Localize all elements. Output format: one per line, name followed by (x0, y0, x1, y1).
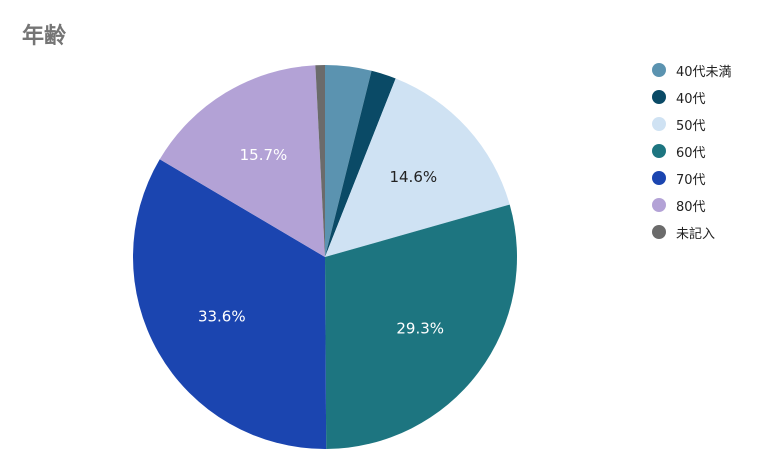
legend-label: 60代 (676, 145, 706, 161)
legend-label: 70代 (676, 172, 706, 188)
slice-data-label-2: 14.6% (389, 168, 437, 186)
legend-swatch (652, 63, 666, 77)
legend-label: 80代 (676, 199, 706, 215)
legend-item: 40代未満 (652, 62, 732, 80)
chart-title: 年齢 (22, 24, 67, 49)
legend-label: 40代 (676, 91, 706, 107)
legend-swatch (652, 117, 666, 131)
legend-label: 未記入 (676, 226, 716, 242)
pie-slice-2 (325, 78, 510, 258)
legend-item: 40代 (652, 89, 732, 107)
legend-item: 70代 (652, 170, 732, 188)
legend-item: 60代 (652, 143, 732, 161)
pie-slice-5 (159, 65, 325, 257)
slice-data-label-3: 29.3% (396, 319, 444, 337)
legend-item: 80代 (652, 197, 732, 215)
pie-slice-4 (133, 159, 327, 450)
legend-swatch (652, 225, 666, 239)
pie-slice-3 (325, 204, 517, 449)
legend-item: 50代 (652, 116, 732, 134)
slice-data-label-4: 33.6% (198, 307, 246, 325)
chart-legend: 40代未満 40代 50代 60代 70代 80代未記入 (652, 62, 732, 251)
pie-slice-6 (315, 65, 325, 257)
legend-label: 40代未満 (676, 64, 732, 80)
legend-swatch (652, 144, 666, 158)
legend-swatch (652, 171, 666, 185)
legend-swatch (652, 90, 666, 104)
slice-data-label-5: 15.7% (240, 146, 288, 164)
pie-slice-1 (325, 70, 396, 258)
legend-swatch (652, 198, 666, 212)
legend-item: 未記入 (652, 224, 732, 242)
pie-slice-0 (325, 65, 372, 257)
legend-label: 50代 (676, 118, 706, 134)
